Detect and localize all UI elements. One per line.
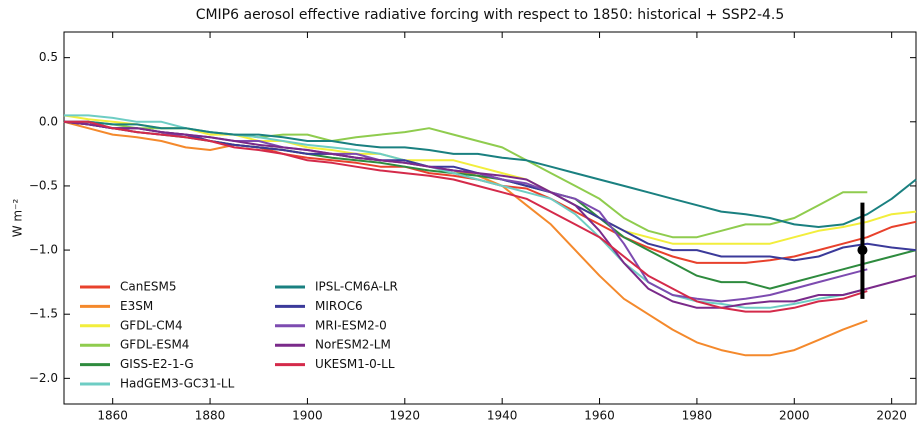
x-tick-label: 1900 bbox=[292, 409, 323, 423]
x-tick-label: 1940 bbox=[487, 409, 518, 423]
x-tick-label: 1880 bbox=[195, 409, 226, 423]
legend-label: GISS-E2-1-G bbox=[120, 357, 194, 371]
series-line bbox=[63, 120, 917, 309]
legend-label: E3SM bbox=[120, 299, 153, 313]
assessment-point bbox=[857, 245, 868, 256]
series-line bbox=[63, 120, 917, 264]
legend-label: MRI-ESM2-0 bbox=[315, 318, 387, 332]
legend-label: NorESM2-LM bbox=[315, 338, 391, 352]
y-tick-label: −1.5 bbox=[29, 307, 58, 321]
series-line bbox=[64, 120, 868, 303]
y-axis-label: W m⁻² bbox=[11, 199, 25, 238]
x-tick-label: 1960 bbox=[584, 409, 615, 423]
y-tick-label: 0.0 bbox=[39, 114, 58, 128]
x-tick-label: 1920 bbox=[390, 409, 421, 423]
y-tick-label: −2.0 bbox=[29, 371, 58, 385]
y-tick-label: 0.5 bbox=[39, 50, 58, 64]
series-line bbox=[63, 114, 917, 245]
legend-label: IPSL-CM6A-LR bbox=[315, 280, 398, 294]
x-tick-label: 1980 bbox=[682, 409, 713, 423]
x-tick-label: 2000 bbox=[779, 409, 810, 423]
legend-label: CanESM5 bbox=[120, 280, 177, 294]
series-line bbox=[64, 120, 868, 313]
legend-label: UKESM1-0-LL bbox=[315, 357, 395, 371]
legend-label: GFDL-ESM4 bbox=[120, 338, 189, 352]
legend-label: HadGEM3-GC31-LL bbox=[120, 377, 235, 391]
series-line bbox=[64, 114, 868, 309]
legend-label: GFDL-CM4 bbox=[120, 318, 183, 332]
x-tick-label: 2020 bbox=[876, 409, 907, 423]
series-line bbox=[63, 120, 917, 290]
y-tick-label: −1.0 bbox=[29, 243, 58, 257]
series-line bbox=[64, 120, 868, 239]
x-tick-label: 1860 bbox=[97, 409, 128, 423]
legend-label: MIROC6 bbox=[315, 299, 363, 313]
y-tick-label: −0.5 bbox=[29, 178, 58, 192]
series-line bbox=[63, 120, 868, 357]
series-line bbox=[64, 120, 917, 228]
chart-title: CMIP6 aerosol effective radiative forcin… bbox=[196, 7, 785, 23]
plot-frame bbox=[63, 31, 917, 405]
